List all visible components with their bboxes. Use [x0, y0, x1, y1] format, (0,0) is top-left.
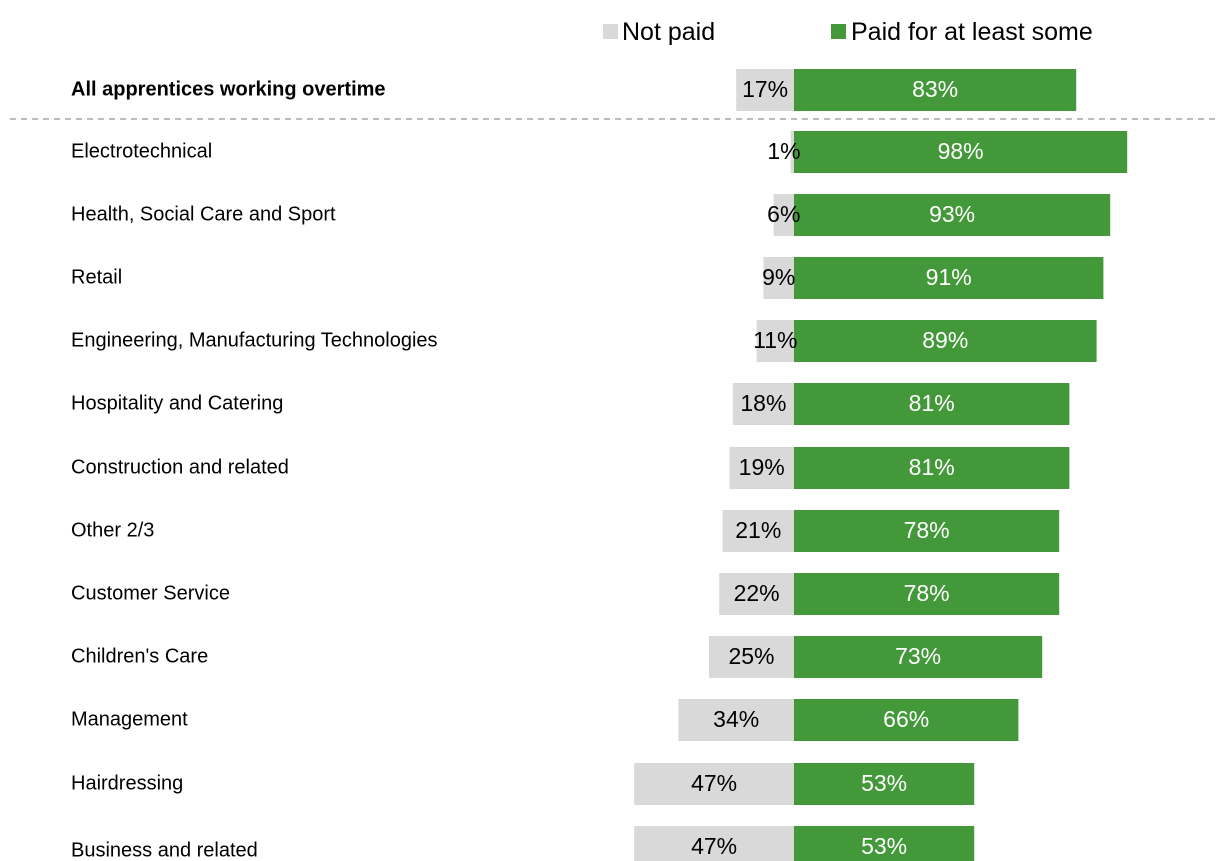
- data-label-not-paid: 34%: [713, 706, 759, 732]
- legend-swatch: [603, 24, 618, 39]
- data-label-not-paid: 18%: [740, 390, 786, 416]
- category-label: Engineering, Manufacturing Technologies: [71, 329, 438, 351]
- bar-not-paid: [634, 763, 794, 805]
- category-label: Other 2/3: [71, 519, 154, 541]
- bar-paid: [794, 826, 975, 861]
- bar-paid: [794, 573, 1060, 615]
- data-label-paid: 83%: [912, 76, 958, 102]
- bar-paid: [794, 69, 1077, 111]
- legend: Not paid Paid for at least some: [603, 18, 1093, 46]
- data-label-not-paid: 25%: [728, 643, 774, 669]
- data-label-paid: 53%: [861, 770, 907, 796]
- category-labels: All apprentices working overtime Electrot…: [71, 78, 438, 861]
- legend-label: Not paid: [622, 18, 715, 46]
- data-label-not-paid: 9%: [762, 264, 795, 290]
- category-label: Hospitality and Catering: [71, 392, 283, 414]
- category-label: Health, Social Care and Sport: [71, 203, 336, 225]
- bar-not-paid: [722, 510, 794, 552]
- bar-paid: [794, 320, 1097, 362]
- data-label-not-paid: 21%: [735, 517, 781, 543]
- data-label-paid: 93%: [929, 201, 975, 227]
- data-label-not-paid: 11%: [753, 327, 797, 353]
- data-label-paid: 81%: [909, 454, 955, 480]
- legend-label: Paid for at least some: [851, 18, 1093, 46]
- data-label-paid: 53%: [861, 833, 907, 859]
- data-label-not-paid: 19%: [739, 454, 785, 480]
- bar-not-paid: [729, 447, 794, 489]
- category-label: Business and related: [71, 839, 258, 861]
- bar-paid: [794, 131, 1128, 173]
- bar-not-paid: [709, 636, 794, 678]
- category-label: Retail: [71, 266, 122, 288]
- data-label-paid: 78%: [904, 517, 950, 543]
- category-label: Electrotechnical: [71, 140, 212, 162]
- data-label-not-paid: 22%: [734, 580, 780, 606]
- bar-paid: [794, 699, 1019, 741]
- category-label: Management: [71, 708, 188, 730]
- data-label-paid: 91%: [926, 264, 972, 290]
- data-label-not-paid: 1%: [767, 138, 800, 164]
- bar-paid: [794, 636, 1043, 678]
- data-label-paid: 73%: [895, 643, 941, 669]
- data-label-paid: 81%: [909, 390, 955, 416]
- bar-not-paid: [719, 573, 794, 615]
- bar-not-paid: [763, 257, 794, 299]
- bar-not-paid: [736, 69, 794, 111]
- category-label: Children's Care: [71, 645, 208, 667]
- data-label-paid: 89%: [922, 327, 968, 353]
- bar-paid: [794, 763, 975, 805]
- bar-not-paid: [732, 383, 794, 425]
- data-label-not-paid: 17%: [742, 76, 788, 102]
- category-label: Customer Service: [71, 582, 230, 604]
- bar-not-paid: [634, 826, 794, 861]
- category-label: Construction and related: [71, 456, 289, 478]
- data-label-paid: 78%: [904, 580, 950, 606]
- bar-paid: [794, 447, 1070, 489]
- legend-swatch: [831, 24, 846, 39]
- bar-not-paid: [756, 320, 794, 362]
- bar-paid: [794, 194, 1111, 236]
- bar-not-paid: [790, 131, 794, 173]
- category-label: All apprentices working overtime: [71, 78, 386, 100]
- bar-not-paid: [773, 194, 794, 236]
- bar-paid: [794, 383, 1070, 425]
- category-label: Hairdressing: [71, 772, 183, 794]
- bar-paid: [794, 510, 1060, 552]
- bars: 17% 83% 1% 98% 6% 93% 9% 91% 11% 89% 18% 81% 19% 81% 2…: [634, 69, 1128, 861]
- data-label-paid: 98%: [938, 138, 984, 164]
- bar-not-paid: [678, 699, 794, 741]
- data-label-not-paid: 47%: [691, 770, 737, 796]
- data-label-not-paid: 47%: [691, 833, 737, 859]
- data-label-paid: 66%: [883, 706, 929, 732]
- bar-paid: [794, 257, 1104, 299]
- data-label-not-paid: 6%: [767, 201, 800, 227]
